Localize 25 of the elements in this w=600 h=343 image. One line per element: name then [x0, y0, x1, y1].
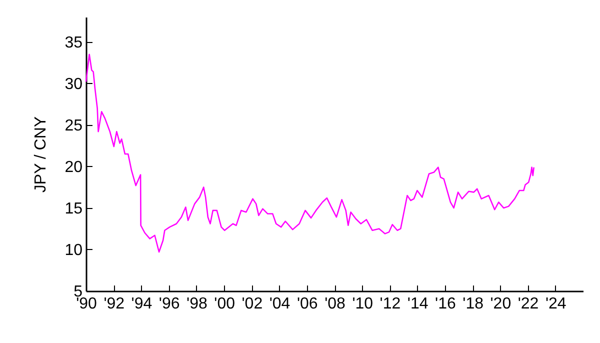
x-tick-label: '24	[545, 296, 566, 312]
x-tick-label: '06	[296, 296, 318, 312]
y-axis-title: JPY / CNY	[32, 116, 50, 193]
y-tick-label: 20	[64, 158, 83, 176]
line-series	[85, 54, 534, 253]
y-tick-label: 35	[64, 34, 83, 52]
x-tick-label: '16	[435, 296, 456, 312]
y-tick-label: 30	[64, 76, 83, 93]
x-tick-label: '18	[462, 296, 484, 312]
x-tick-label: '10	[352, 296, 374, 312]
x-tick-label: '02	[242, 296, 263, 312]
x-tick-label: '96	[158, 296, 180, 312]
x-tick-label: '00	[214, 296, 236, 312]
x-tick-label: '98	[186, 296, 208, 312]
x-tick-label: '92	[104, 296, 125, 312]
x-tick-label: '20	[490, 296, 512, 312]
x-tick-label: '08	[324, 296, 346, 312]
x-tick-label: '94	[131, 296, 152, 312]
x-tick-label: '14	[407, 296, 428, 312]
y-tick-label: 15	[64, 200, 83, 218]
x-tick-label: '12	[380, 296, 401, 312]
x-tick-label: '04	[269, 296, 290, 312]
y-tick-label: 25	[64, 117, 83, 134]
x-tick-label: '22	[518, 296, 539, 312]
y-tick-label: 10	[64, 242, 83, 259]
